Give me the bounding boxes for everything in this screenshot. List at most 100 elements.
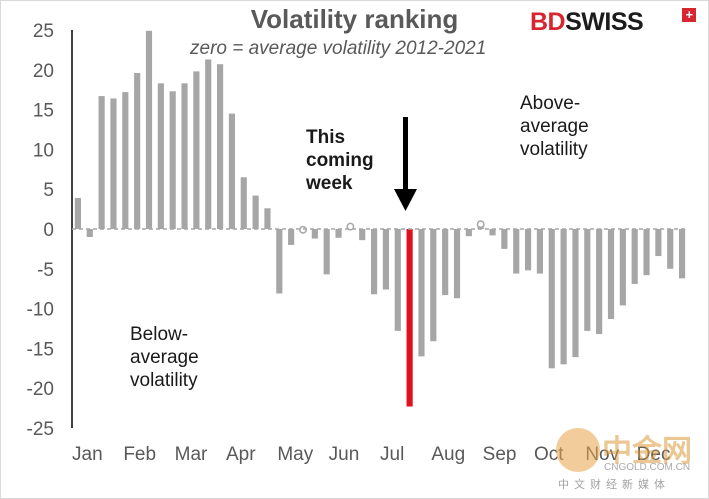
bar <box>631 229 638 284</box>
bar <box>418 229 425 357</box>
bar <box>548 229 555 369</box>
this-week-arrow <box>394 117 417 211</box>
annotation-line: week <box>306 173 353 194</box>
bar <box>86 229 93 237</box>
this-coming-week-annotation: This coming week <box>306 126 374 195</box>
bar <box>513 229 520 274</box>
x-tick-label: Feb <box>123 444 156 465</box>
bar <box>323 229 330 275</box>
bar <box>311 229 318 239</box>
bar <box>584 229 591 331</box>
bar <box>371 229 378 295</box>
y-tick-label: -25 <box>27 419 54 440</box>
bar <box>157 83 164 229</box>
bar <box>442 229 449 296</box>
x-tick-label: May <box>277 444 313 465</box>
bar <box>607 229 615 319</box>
y-tick-label: -20 <box>27 379 54 400</box>
bar <box>193 71 200 229</box>
bar <box>643 229 650 276</box>
watermark-brand: 中金网 <box>602 435 692 468</box>
y-tick-label: -15 <box>27 339 54 360</box>
y-tick-label: 0 <box>43 220 54 241</box>
bar <box>667 229 674 269</box>
annotation-line: average <box>130 347 199 368</box>
x-tick-label: Jun <box>329 444 360 465</box>
chart-title: Volatility ranking <box>250 4 459 34</box>
x-tick-label: Dec <box>637 444 671 465</box>
annotation-line: coming <box>306 150 374 171</box>
x-tick-label: Jul <box>380 444 404 465</box>
bar <box>501 229 508 249</box>
bar <box>430 229 437 342</box>
logo-part-bd: BD <box>530 8 566 36</box>
bar <box>217 64 224 229</box>
y-tick-label: -5 <box>37 260 54 281</box>
annotation-line: Below- <box>130 324 189 345</box>
bar-highlight-this-week <box>406 229 413 407</box>
bar-marker <box>476 220 485 229</box>
bar <box>145 30 153 229</box>
bar <box>264 208 271 229</box>
bdswiss-logo: BDSWISS + <box>530 8 696 37</box>
bar <box>169 91 176 229</box>
logo-plus-mark: + <box>682 8 696 22</box>
bar <box>453 229 461 299</box>
y-tick-label: 15 <box>33 101 54 122</box>
bar <box>181 83 188 229</box>
x-tick-label: Aug <box>431 444 465 465</box>
chart-subtitle: zero = average volatility 2012-2021 <box>190 38 487 59</box>
bar <box>240 177 247 229</box>
bar <box>394 229 401 331</box>
x-axis-labels: Jan Feb Mar Apr May Jun Jul Aug Sep Oct Nov Dec <box>72 444 670 465</box>
annotation-line: volatility <box>520 139 588 160</box>
annotation-line: This <box>306 127 346 148</box>
bar <box>572 229 579 358</box>
bar <box>134 72 141 229</box>
annotation-line: average <box>520 116 589 137</box>
watermark-logo-icon <box>556 428 600 472</box>
y-axis-ticks: 25 20 15 10 5 0 -5 -10 -15 -20 -25 <box>27 21 54 440</box>
bar-marker <box>346 222 355 231</box>
bar <box>655 229 662 257</box>
watermark-tagline: 中文财经新媒体 <box>558 479 670 491</box>
bar <box>276 229 283 294</box>
x-tick-label: Mar <box>175 444 208 465</box>
x-tick-label: Apr <box>226 444 256 465</box>
x-tick-label: Sep <box>483 444 517 465</box>
bar <box>74 197 81 229</box>
bar <box>205 59 212 230</box>
above-average-annotation: Above- average volatility <box>520 92 589 161</box>
bar <box>335 229 342 238</box>
logo-part-swiss: SWISS <box>565 8 644 36</box>
y-tick-label: 25 <box>33 21 54 42</box>
y-tick-label: 10 <box>33 140 54 161</box>
bar <box>560 229 567 365</box>
bar <box>122 92 129 229</box>
bar <box>359 229 366 241</box>
bars-group <box>74 30 686 407</box>
below-average-annotation: Below- average volatility <box>130 323 199 392</box>
bar <box>596 229 603 335</box>
bar <box>679 229 686 279</box>
bar-marker <box>299 225 307 234</box>
bar <box>619 229 626 306</box>
cngold-watermark: 中金网 CNGOLD.COM.CN 中文财经新媒体 <box>556 426 706 496</box>
bar <box>110 98 117 230</box>
bar <box>98 96 105 229</box>
bar <box>288 229 295 245</box>
y-tick-label: 20 <box>33 61 54 82</box>
bar <box>489 229 496 236</box>
bar <box>525 229 532 271</box>
bar <box>252 195 259 229</box>
bar <box>465 229 472 237</box>
annotation-line: volatility <box>130 370 198 391</box>
bar <box>382 229 389 290</box>
x-tick-label: Jan <box>72 444 103 465</box>
bar <box>228 113 235 229</box>
bar <box>536 229 543 274</box>
watermark-url: CNGOLD.COM.CN <box>604 462 691 473</box>
y-tick-label: -10 <box>27 300 54 321</box>
y-tick-label: 5 <box>43 180 54 201</box>
